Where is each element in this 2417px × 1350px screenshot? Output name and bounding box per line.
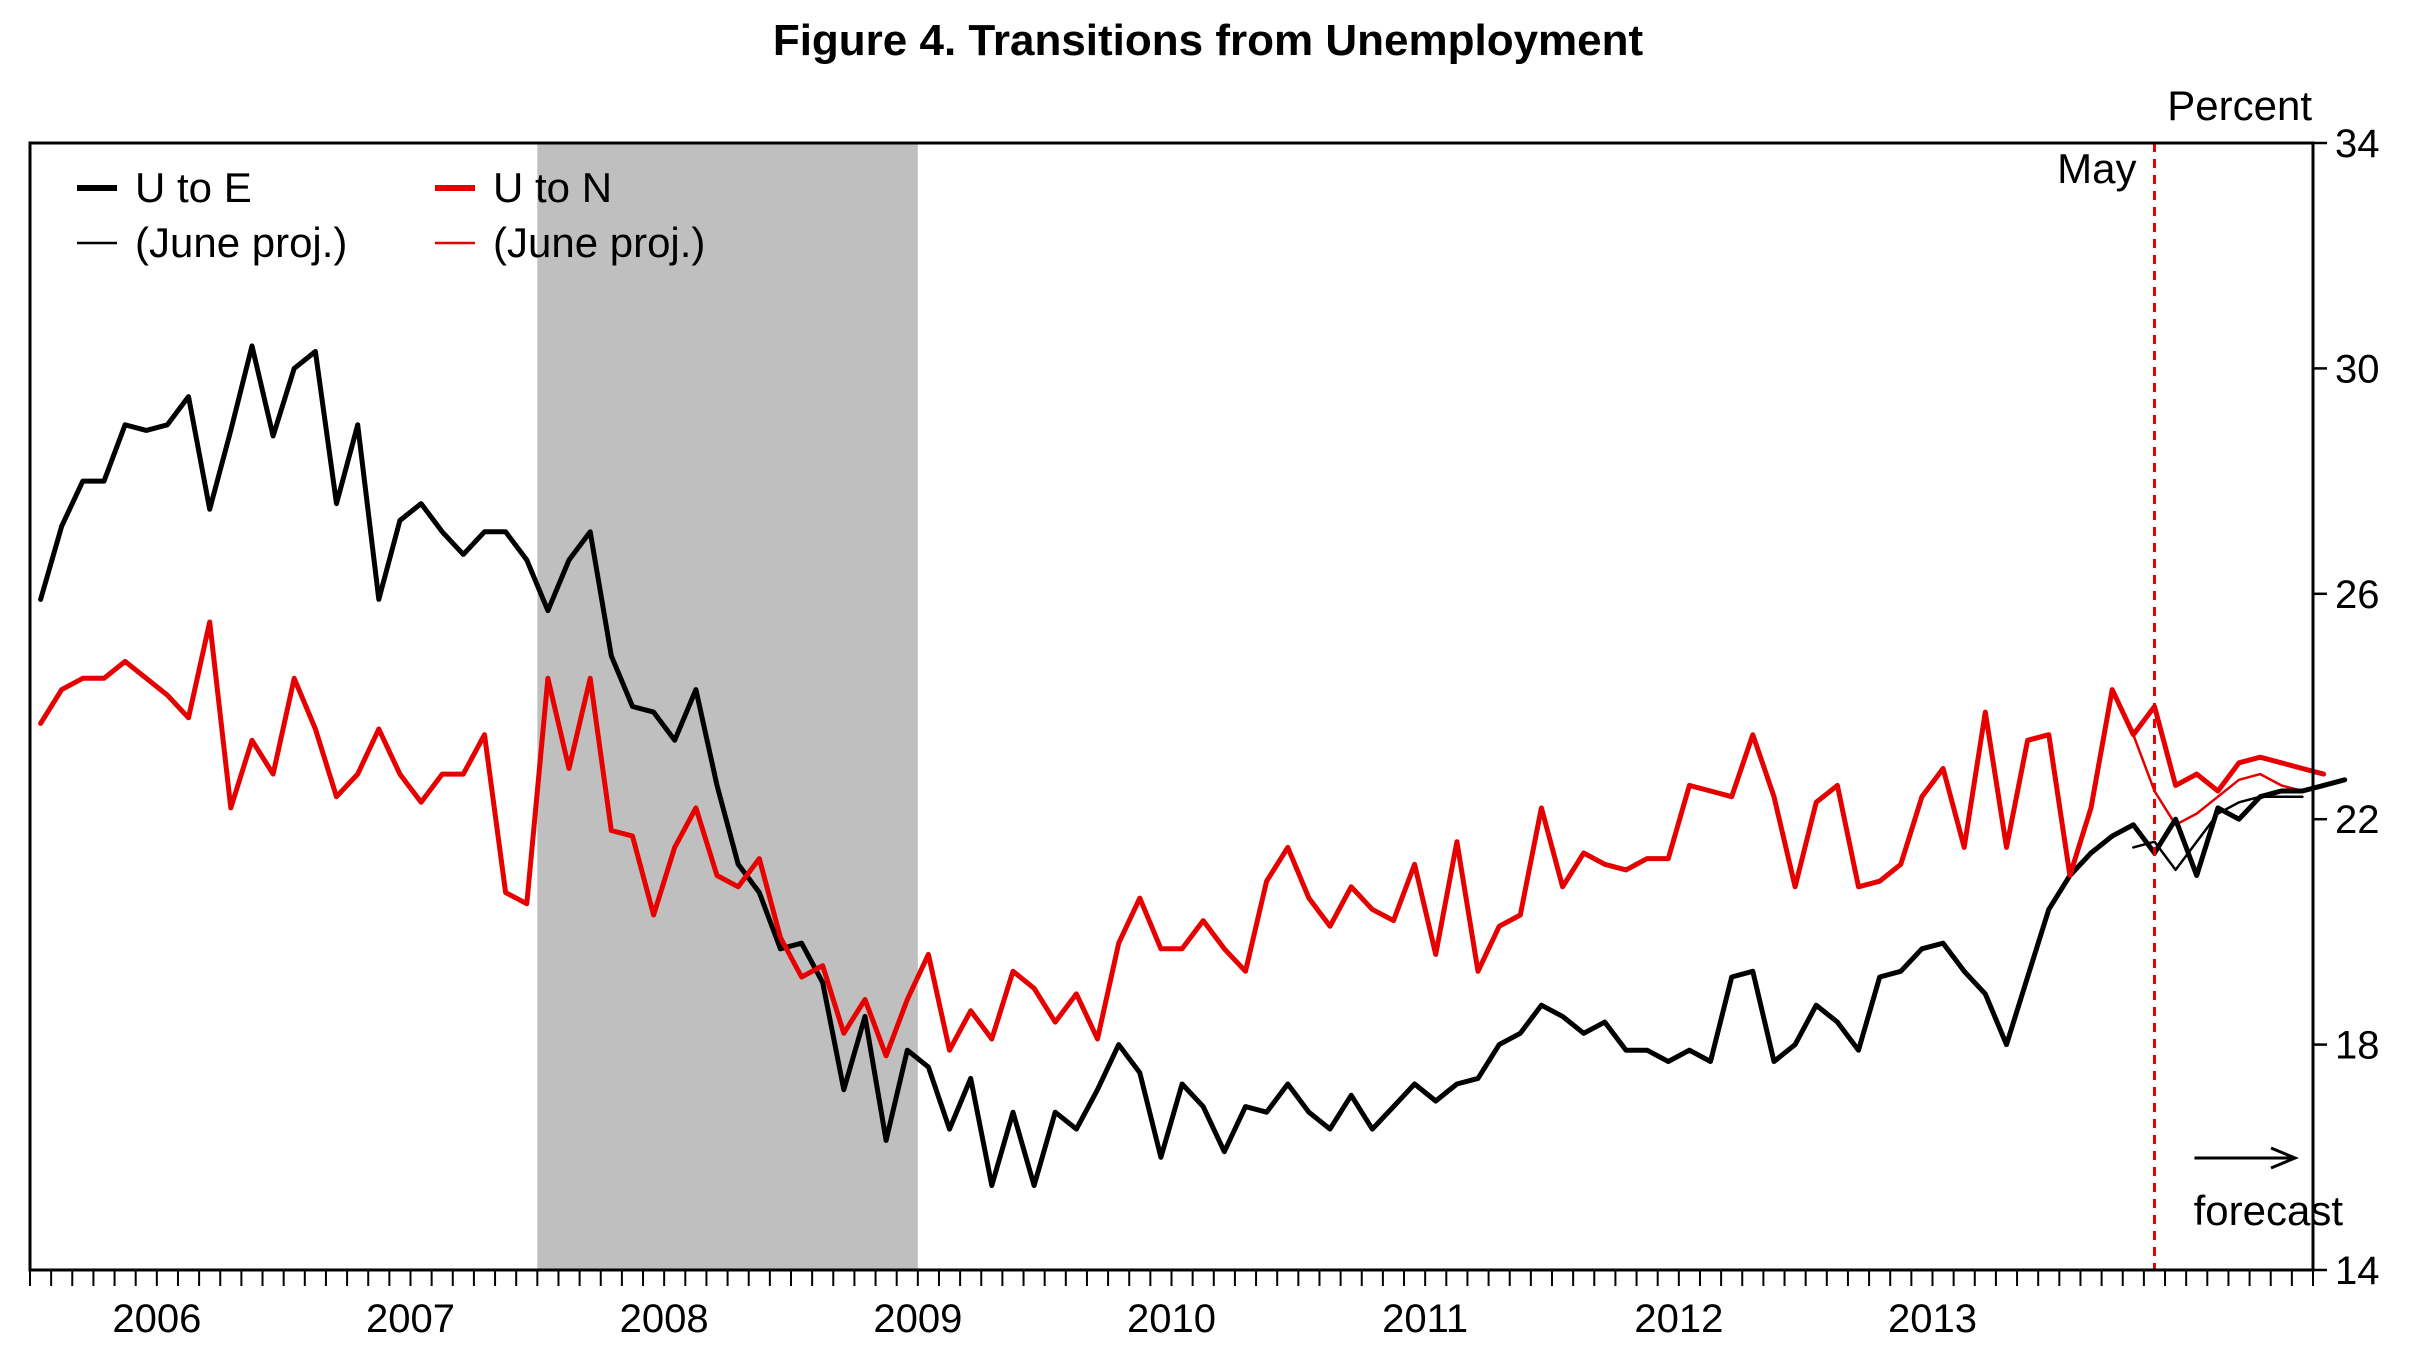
forecast-arrow-head bbox=[2270, 1146, 2299, 1170]
plot-frame bbox=[28, 141, 2315, 1272]
x-tick-label: 2013 bbox=[1888, 1297, 1977, 1341]
y-tick-label: 26 bbox=[2335, 573, 2380, 617]
forecast-label: forecast bbox=[2194, 1187, 2344, 1234]
y-tick-label: 30 bbox=[2335, 347, 2380, 391]
y-tick-label: 34 bbox=[2335, 122, 2380, 166]
recession-shading-group bbox=[537, 143, 918, 1270]
x-tick-label: 2012 bbox=[1634, 1297, 1723, 1341]
series-line-1 bbox=[38, 619, 2327, 1059]
y-tick-label: 22 bbox=[2335, 798, 2380, 842]
chart-title: Figure 4. Transitions from Unemployment bbox=[773, 16, 1644, 65]
y-tick-label: 18 bbox=[2335, 1024, 2380, 1068]
y-tick-label: 14 bbox=[2335, 1249, 2380, 1293]
series-line-0 bbox=[38, 343, 2348, 1188]
x-axis-ticks: 2006 2007 2008 2009 2010 2011 2012 2013 bbox=[29, 1270, 2314, 1341]
series-line-3 bbox=[2132, 733, 2304, 827]
y-axis-unit-label: Percent bbox=[2167, 82, 2312, 129]
x-tick-label: 2009 bbox=[873, 1297, 962, 1341]
legend-label: (June proj.) bbox=[493, 219, 705, 266]
legend-label: U to N bbox=[493, 164, 612, 211]
recession-shading bbox=[537, 143, 918, 1270]
x-tick-label: 2008 bbox=[620, 1297, 709, 1341]
legend-label: U to E bbox=[135, 164, 252, 211]
x-tick-label: 2007 bbox=[366, 1297, 455, 1341]
annotations: May forecast bbox=[2057, 145, 2343, 1234]
series-lines-group bbox=[38, 343, 2348, 1188]
legend-label: (June proj.) bbox=[135, 219, 347, 266]
x-tick-label: 2011 bbox=[1382, 1297, 1468, 1341]
may-label: May bbox=[2057, 145, 2136, 192]
legend: U to E U to N (June proj.) (June proj.) bbox=[77, 164, 705, 266]
y-axis-ticks: 14 18 22 26 30 34 bbox=[2313, 122, 2380, 1293]
x-tick-label: 2006 bbox=[112, 1297, 201, 1341]
x-tick-label: 2010 bbox=[1127, 1297, 1216, 1341]
